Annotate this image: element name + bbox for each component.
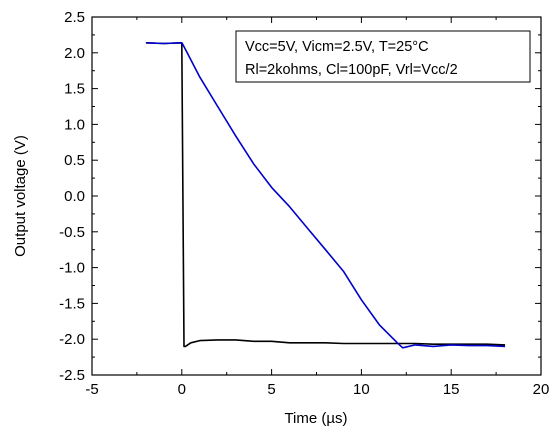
- x-tick-label: -5: [85, 381, 98, 398]
- y-tick-label: 0.0: [64, 188, 85, 205]
- y-tick-label: 2.5: [64, 9, 85, 26]
- y-tick-label: 0.5: [64, 152, 85, 169]
- y-tick-label: 1.0: [64, 116, 85, 133]
- x-tick-label: 5: [267, 381, 275, 398]
- y-tick-label: 1.5: [64, 81, 85, 98]
- y-tick-label: -0.5: [59, 224, 85, 241]
- x-tick-label: 15: [443, 381, 460, 398]
- series-layer: [145, 41, 506, 349]
- y-tick-label: -1.5: [59, 295, 85, 312]
- annotation-box: Vcc=5V, Vicm=2.5V, T=25°C Rl=2kohms, Cl=…: [235, 30, 531, 83]
- y-tick-label: -2.5: [59, 367, 85, 384]
- series-line-blue: [145, 41, 506, 349]
- plot-frame: [91, 16, 542, 376]
- x-tick-labels: -5 0 5 10 15 20: [85, 381, 549, 398]
- annotation-frame: [235, 30, 531, 83]
- x-tick-label: 0: [178, 381, 186, 398]
- annotation-line-1: Vcc=5V, Vicm=2.5V, T=25°C: [245, 39, 429, 55]
- annotation-line-2: Rl=2kohms, Cl=100pF, Vrl=Vcc/2: [245, 62, 458, 78]
- x-tick-label: 10: [353, 381, 370, 398]
- y-tick-label: -1.0: [59, 260, 85, 277]
- y-tick-label: 2.0: [64, 45, 85, 62]
- x-tick-label: 20: [533, 381, 550, 398]
- x-axis-label: Time (µs): [284, 410, 347, 427]
- y-tick-labels: 2.5 2.0 1.5 1.0 0.5 0.0 -0.5 -1.0 -1.5 -2.0 -2.5: [59, 9, 85, 384]
- series-line-black: [145, 41, 506, 348]
- y-tick-label: -2.0: [59, 331, 85, 348]
- y-axis-label: Output voltage (V): [12, 135, 29, 257]
